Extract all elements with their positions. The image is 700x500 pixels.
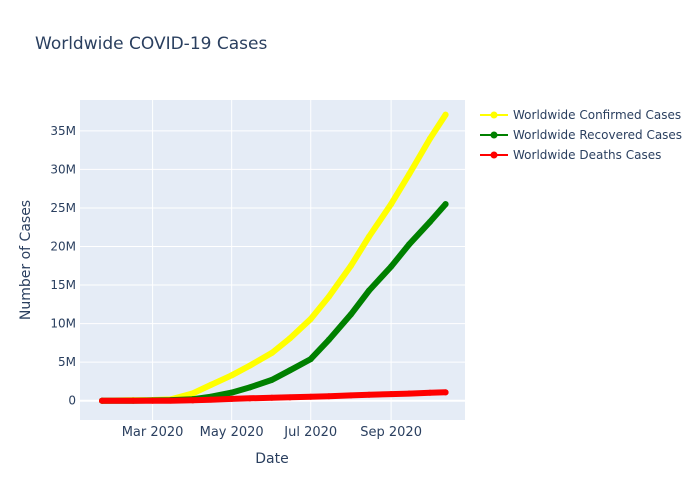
x-tick-label: Mar 2020 [122, 425, 184, 440]
legend-marker [490, 131, 498, 139]
x-tick-label: May 2020 [200, 425, 264, 440]
data-point [406, 390, 413, 397]
x-tick-label: Sep 2020 [360, 425, 422, 440]
data-point [307, 393, 314, 400]
chart-title: Worldwide COVID-19 Cases [35, 34, 268, 54]
legend-label: Worldwide Deaths Cases [513, 148, 661, 162]
data-point [207, 381, 214, 388]
data-point [442, 389, 449, 396]
data-point [325, 336, 332, 343]
data-point [366, 287, 373, 294]
data-point [388, 201, 395, 208]
data-point [268, 376, 275, 383]
legend-label: Worldwide Confirmed Cases [513, 108, 681, 122]
series-lines [99, 111, 449, 404]
data-point [442, 201, 449, 208]
data-point [207, 396, 214, 403]
data-point [130, 397, 137, 404]
legend-marker [490, 111, 498, 119]
data-point [149, 397, 156, 404]
data-point [427, 218, 433, 225]
data-point [347, 392, 354, 399]
data-point [268, 349, 275, 356]
tick-labels: 0 5M 10M 15M 20M 25M 30M 35M Mar 2020 May 2020 Jul… [50, 124, 422, 440]
data-point [189, 397, 196, 404]
data-point [406, 241, 413, 248]
data-point [246, 384, 253, 391]
data-point [246, 362, 253, 369]
data-point [287, 394, 293, 401]
data-point [307, 356, 314, 363]
data-point [287, 367, 293, 374]
data-point [347, 262, 354, 269]
data-point [325, 293, 332, 300]
y-axis-label: Number of Cases [18, 200, 34, 320]
data-point [427, 389, 433, 396]
y-tick-label: 25M [50, 201, 76, 215]
legend: Worldwide Confirmed Cases Worldwide Recov… [480, 108, 682, 162]
data-point [228, 395, 235, 402]
data-point [167, 397, 174, 404]
data-point [347, 311, 354, 318]
data-point [246, 395, 253, 402]
data-point [268, 394, 275, 401]
data-point [287, 335, 293, 342]
x-axis-label: Date [255, 451, 288, 467]
y-tick-label: 35M [50, 124, 76, 138]
y-tick-label: 20M [50, 240, 76, 254]
data-point [325, 393, 332, 400]
data-point [442, 111, 449, 118]
y-tick-label: 5M [58, 355, 76, 369]
y-tick-label: 30M [50, 162, 76, 176]
y-tick-label: 15M [50, 278, 76, 292]
data-point [228, 372, 235, 379]
legend-label: Worldwide Recovered Cases [513, 128, 682, 142]
data-point [388, 391, 395, 398]
data-point [427, 135, 433, 142]
y-tick-label: 10M [50, 317, 76, 331]
data-point [189, 390, 196, 397]
x-tick-label: Jul 2020 [283, 425, 337, 440]
legend-marker [490, 151, 498, 159]
plot-area [80, 100, 465, 420]
data-point [228, 389, 235, 396]
data-point [388, 263, 395, 270]
y-tick-label: 0 [68, 394, 76, 408]
series-line [99, 389, 449, 404]
data-point [366, 233, 373, 240]
data-point [99, 397, 106, 404]
data-point [366, 391, 373, 398]
data-point [307, 315, 314, 322]
data-point [406, 171, 413, 178]
